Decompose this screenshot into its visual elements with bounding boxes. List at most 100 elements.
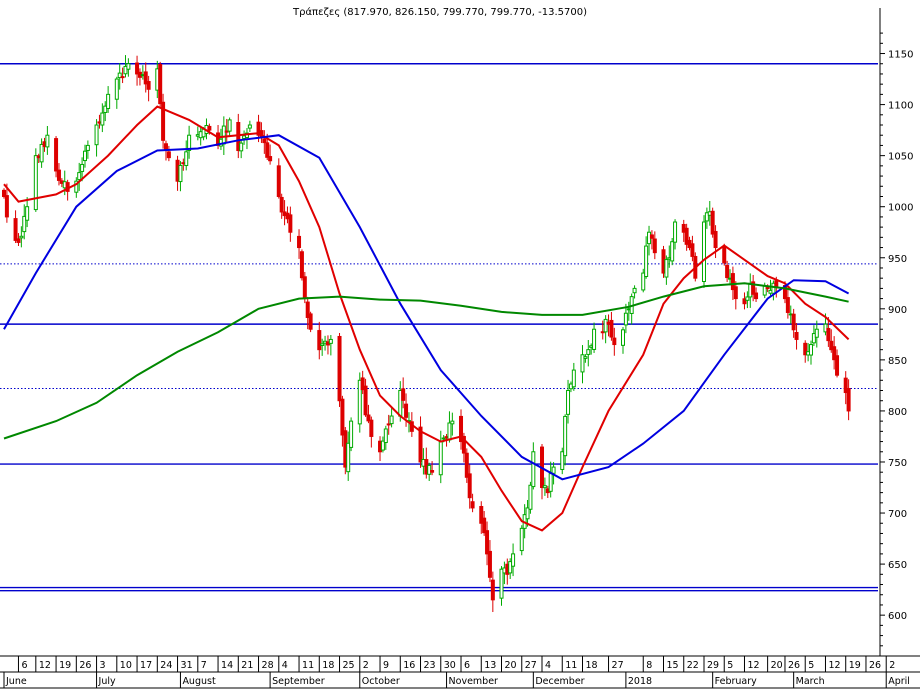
x-month-label: September — [272, 676, 325, 687]
candle-body — [106, 93, 111, 109]
x-tick-label: 31 — [181, 660, 193, 671]
y-tick-label: 1050 — [888, 152, 913, 163]
candle-body — [701, 221, 706, 282]
candle-body — [447, 422, 452, 441]
x-tick-label: 5 — [727, 660, 733, 671]
candle-body — [487, 550, 492, 578]
candle-body — [401, 388, 406, 401]
candle-body — [551, 466, 556, 474]
candle-body — [794, 331, 799, 340]
candle-body — [114, 78, 119, 100]
candle-body — [256, 121, 261, 136]
candle-body — [803, 342, 808, 356]
candle-body — [511, 553, 516, 567]
x-tick-label: 22 — [687, 660, 699, 671]
candle-body — [54, 138, 59, 172]
y-tick-label: 650 — [888, 560, 907, 571]
candle-body — [227, 119, 232, 132]
candle-body — [832, 346, 837, 361]
candle-body — [404, 403, 409, 418]
x-tick-label: 24 — [160, 660, 172, 671]
x-tick-label: 2 — [889, 660, 895, 671]
candle-body — [835, 355, 840, 376]
x-tick-label: 26 — [79, 660, 91, 671]
candle-body — [603, 318, 608, 333]
x-tick-label: 12 — [747, 660, 759, 671]
candle-body — [528, 484, 533, 510]
candle-body — [305, 301, 310, 318]
x-tick-label: 3 — [100, 660, 106, 671]
x-tick-label: 19 — [849, 660, 861, 671]
candle-body — [620, 329, 625, 346]
candle-body — [239, 142, 244, 152]
candle-body — [276, 165, 281, 197]
candle-body — [297, 235, 302, 249]
candle-body — [490, 579, 495, 601]
candle-body — [288, 214, 293, 233]
x-tick-label: 13 — [484, 660, 496, 671]
x-month-label: June — [5, 676, 27, 687]
candle-body — [571, 369, 576, 388]
candle-body — [299, 251, 304, 279]
x-tick-label: 19 — [59, 660, 71, 671]
candle-body — [363, 385, 368, 416]
x-month-label: November — [449, 676, 499, 687]
x-tick-label: 20 — [505, 660, 517, 671]
candle-body — [178, 164, 183, 183]
x-tick-label: 8 — [646, 660, 652, 671]
x-month-label: July — [98, 676, 116, 687]
candle-body — [644, 245, 649, 278]
candle-body — [733, 286, 738, 300]
x-tick-label: 6 — [464, 660, 470, 671]
x-tick-label: 4 — [545, 660, 551, 671]
candle-body — [563, 415, 568, 457]
candle-body — [143, 71, 148, 85]
x-tick-label: 17 — [140, 660, 152, 671]
x-tick-label: 18 — [322, 660, 334, 671]
candle-body — [380, 440, 385, 451]
candle-body — [302, 276, 307, 300]
candle-body — [45, 134, 50, 148]
x-tick-label: 30 — [444, 660, 456, 671]
candle-body — [22, 215, 27, 233]
candle-body — [349, 420, 354, 448]
candle-body — [754, 292, 759, 300]
candle-body — [485, 530, 490, 555]
candle-body — [612, 337, 617, 346]
y-tick-label: 700 — [888, 509, 907, 520]
candle-body — [236, 121, 241, 152]
x-month-label: March — [796, 676, 825, 687]
candle-body — [366, 414, 371, 422]
candle-body — [320, 343, 325, 346]
candle-body — [158, 63, 163, 105]
x-tick-label: 10 — [120, 660, 132, 671]
candle-body — [450, 420, 455, 425]
x-tick-label: 15 — [666, 660, 678, 671]
x-tick-label: 7 — [201, 660, 207, 671]
candle-body — [82, 150, 87, 162]
x-month-label: August — [182, 676, 216, 687]
x-tick-label: 4 — [282, 660, 288, 671]
candle-body — [221, 125, 226, 145]
candle-body — [430, 470, 435, 473]
x-tick-label: 16 — [403, 660, 415, 671]
candle-body — [664, 259, 669, 278]
x-tick-label: 14 — [221, 660, 233, 671]
candle-body — [479, 506, 484, 524]
x-axis: 6 12 19 26 3 10 17 24 31 7 14 21 28 4 11 18 25 2 9 16 23 30 6 1… — [0, 655, 920, 689]
candle-body — [369, 419, 374, 437]
candle-body — [265, 142, 270, 158]
x-tick-label: 25 — [343, 660, 355, 671]
candle-body — [56, 169, 61, 181]
y-axis: 600 650 700 750 800 850 900 950 1000 1050 1100 1150 — [879, 8, 913, 656]
moving-averages — [3, 105, 850, 532]
candle-body — [459, 415, 464, 443]
candle-body — [386, 423, 391, 426]
candlesticks — [2, 55, 851, 613]
moving-average-line — [3, 105, 850, 532]
x-tick-label: 12 — [828, 660, 840, 671]
x-tick-label: 5 — [808, 660, 814, 671]
candle-body — [123, 65, 128, 75]
candle-body — [438, 441, 443, 476]
